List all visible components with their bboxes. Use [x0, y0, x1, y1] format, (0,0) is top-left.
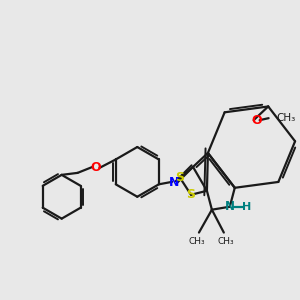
- Text: CH₃: CH₃: [218, 236, 234, 245]
- Text: N: N: [169, 176, 179, 189]
- Text: O: O: [90, 161, 101, 174]
- Text: O: O: [251, 114, 262, 127]
- Text: CH₃: CH₃: [189, 236, 205, 245]
- Text: H: H: [242, 202, 251, 212]
- Text: S: S: [187, 188, 196, 201]
- Text: CH₃: CH₃: [277, 113, 296, 123]
- Text: S: S: [176, 171, 184, 184]
- Text: N: N: [225, 200, 235, 213]
